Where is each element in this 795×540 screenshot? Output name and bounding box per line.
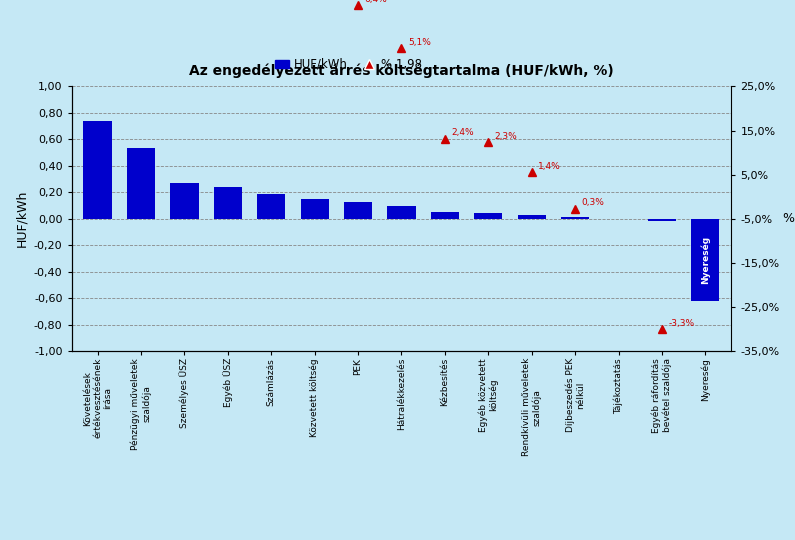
Text: 6,4%: 6,4% <box>365 0 387 4</box>
Text: 0,3%: 0,3% <box>582 198 604 207</box>
Text: 1,4%: 1,4% <box>538 161 561 171</box>
Y-axis label: %: % <box>782 212 794 225</box>
Legend: HUF/kWh, % 1,98: HUF/kWh, % 1,98 <box>275 58 422 71</box>
Text: 5,1%: 5,1% <box>408 38 431 47</box>
Bar <box>561 218 589 219</box>
Bar <box>474 213 502 219</box>
Bar <box>387 206 416 219</box>
Bar <box>214 187 242 219</box>
Text: -3,3%: -3,3% <box>669 319 695 328</box>
Text: 2,4%: 2,4% <box>452 128 474 137</box>
Bar <box>691 219 719 301</box>
Bar <box>301 199 329 219</box>
Bar <box>344 202 372 219</box>
Text: 2,3%: 2,3% <box>494 132 518 140</box>
Bar <box>431 212 459 219</box>
Bar <box>127 148 155 219</box>
Bar <box>83 122 112 219</box>
Bar <box>518 215 546 219</box>
Title: Az engedélyezett árrés költségtartalma (HUF/kWh, %): Az engedélyezett árrés költségtartalma (… <box>189 64 614 78</box>
Bar <box>170 183 199 219</box>
Bar <box>648 219 676 221</box>
Bar <box>257 193 285 219</box>
Y-axis label: HUF/kWh: HUF/kWh <box>15 190 29 247</box>
Text: Nyereség: Nyereség <box>700 235 710 284</box>
